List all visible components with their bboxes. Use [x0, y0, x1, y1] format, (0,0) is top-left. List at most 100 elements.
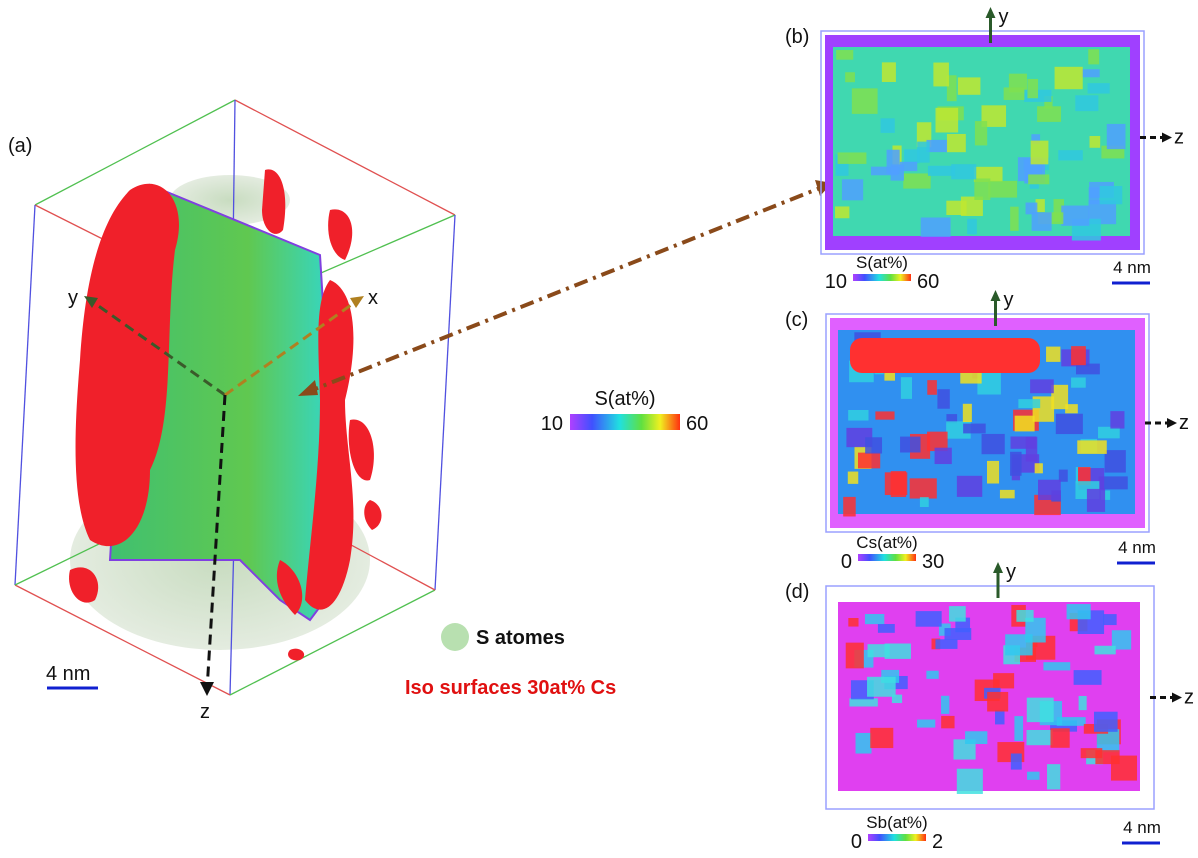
connector [304, 186, 821, 395]
map-pixel [1046, 346, 1061, 362]
map-pixel [1111, 630, 1132, 650]
map-pixel [915, 611, 942, 627]
map-pixel [835, 206, 850, 219]
scale-bar-label: 4 nm [1118, 538, 1156, 557]
map-pixel [1075, 363, 1100, 375]
map-pixel [933, 62, 949, 87]
map-pixel [1066, 604, 1091, 620]
map-pixel [1010, 451, 1022, 476]
map-pixel [920, 217, 951, 237]
map-pixel [1029, 638, 1038, 648]
map-pixel [981, 433, 1005, 455]
map-pixel [1080, 748, 1103, 759]
map-pixel [1030, 379, 1054, 394]
colorbar [858, 554, 916, 561]
map-pixel [880, 118, 895, 133]
scale-bar-label: 4 nm [1123, 818, 1161, 837]
map-pixel [884, 643, 911, 659]
map-pixel [836, 50, 854, 60]
colorbar-max: 60 [917, 271, 939, 293]
map-pixel [953, 739, 976, 760]
map-pixel [981, 105, 1007, 127]
map-pixel [944, 628, 972, 640]
map-pixel [870, 166, 899, 176]
map-pixel [974, 121, 988, 146]
axis-label: z [200, 701, 210, 723]
map-pixel [867, 644, 890, 658]
map-pixel [1078, 695, 1087, 711]
map-pixel [1071, 346, 1086, 366]
colorbar-title: Sb(at%) [866, 813, 927, 832]
map-pixel [946, 414, 958, 424]
axis-label: y [1004, 289, 1014, 311]
map-pixel [1053, 199, 1064, 222]
map-pixel [857, 452, 881, 469]
colorbar-min: 0 [851, 831, 862, 853]
map-pixel [909, 478, 937, 499]
map-pixel [875, 411, 895, 420]
map-pixel [1088, 200, 1117, 225]
map-pixel [965, 731, 988, 744]
map-pixel [884, 366, 896, 381]
map-pixel [987, 691, 1009, 712]
arrow-head [298, 380, 318, 396]
axis-label: y [999, 6, 1009, 28]
map-pixel [1026, 729, 1053, 746]
map-pixel [1035, 199, 1045, 213]
colorbar-max: 2 [932, 831, 943, 853]
map-pixel [847, 471, 859, 484]
colorbar-min: 0 [841, 551, 852, 573]
map-pixel [1094, 645, 1116, 655]
panel-a: (a) y x z 4 nm S atomes Iso surfaces 30a… [8, 99, 616, 723]
map-pixel [848, 409, 869, 421]
center-colorbar: S(at%) 10 60 [541, 388, 709, 435]
map-pixel [999, 489, 1015, 499]
map-pixel [1044, 96, 1053, 109]
map-pixel [1028, 174, 1050, 185]
map-pixel [957, 77, 981, 95]
map-pixel [1075, 95, 1099, 112]
arrow-head [985, 7, 996, 18]
map-pixel [1047, 764, 1061, 790]
map-pixel [1010, 206, 1019, 231]
arrow-head [1167, 418, 1177, 428]
axis-label: y [1006, 561, 1016, 583]
map-pixel [1037, 479, 1061, 501]
map-pixel [1027, 78, 1039, 99]
map-pixel [848, 618, 859, 627]
map-pixel [1050, 720, 1078, 732]
map-frame [820, 30, 1145, 255]
map-pixel [934, 447, 952, 465]
panel-label: (d) [785, 581, 809, 603]
map-pixel [1065, 404, 1078, 414]
map-pixel [946, 200, 967, 216]
map-pixel [855, 732, 872, 754]
map-pixel [974, 178, 991, 200]
map-pixel [845, 642, 864, 669]
map-pixel [1098, 426, 1120, 439]
colorbar [868, 834, 926, 841]
map-pixel [1058, 469, 1068, 482]
map-pixel [1037, 106, 1062, 122]
map-pixel [1104, 450, 1126, 473]
map-pixel [962, 403, 972, 423]
arrow-head [1172, 692, 1182, 703]
axis-label: z [1184, 687, 1194, 709]
map-pixel [1027, 771, 1040, 780]
map-pixel [1003, 87, 1025, 100]
panel-label: (b) [785, 26, 809, 48]
map-pixel [967, 218, 977, 235]
panel-label: (a) [8, 135, 32, 157]
map-pixel [987, 460, 1000, 484]
map-pixel [904, 149, 920, 164]
map-pixel [956, 475, 983, 497]
colorbar-min: 10 [825, 271, 847, 293]
map-pixel [865, 437, 883, 454]
map-pixel [995, 709, 1005, 725]
map-pixel [963, 423, 986, 434]
map-pixel [951, 164, 977, 180]
map-pixel [841, 179, 864, 201]
map-pixel [899, 161, 918, 172]
map-pixel [864, 614, 885, 625]
